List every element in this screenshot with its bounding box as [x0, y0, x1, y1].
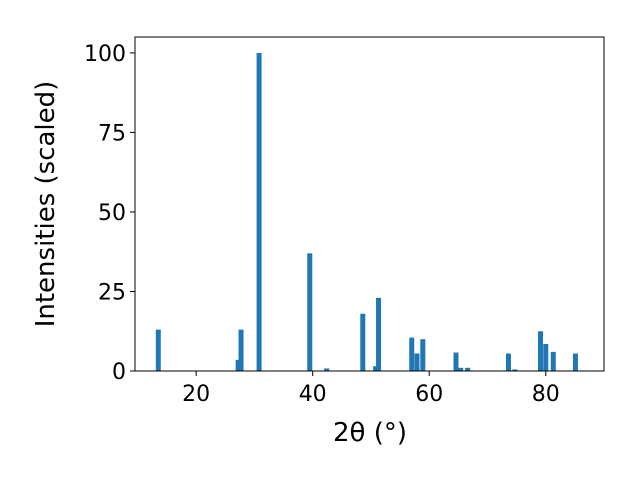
bar — [256, 52, 262, 372]
bar — [155, 329, 161, 371]
bar — [512, 369, 518, 371]
bar — [420, 339, 426, 371]
bar — [543, 343, 549, 371]
bar — [238, 329, 244, 371]
x-axis-label: 2θ (°) — [333, 418, 407, 448]
bar — [537, 331, 543, 371]
bar — [307, 253, 313, 371]
x-tick-label: 60 — [415, 382, 443, 407]
y-tick-label: 25 — [98, 280, 126, 305]
bar — [414, 353, 420, 371]
y-tick-label: 0 — [112, 360, 126, 385]
bar — [572, 353, 578, 371]
bar — [324, 368, 330, 371]
plot-frame — [134, 36, 605, 372]
bar — [465, 367, 471, 371]
bar — [360, 313, 366, 371]
bar — [505, 353, 511, 371]
bar — [550, 351, 556, 371]
bar — [376, 297, 382, 371]
bar — [458, 367, 464, 371]
bar — [409, 337, 415, 371]
bar — [373, 366, 379, 371]
bar — [235, 359, 241, 371]
y-tick-label: 100 — [84, 42, 126, 67]
y-tick-label: 75 — [98, 121, 126, 146]
x-tick-label: 80 — [532, 382, 560, 407]
bar — [453, 352, 459, 371]
x-tick-label: 40 — [299, 382, 327, 407]
x-tick-label: 20 — [182, 382, 210, 407]
y-tick-label: 50 — [98, 201, 126, 226]
y-axis-label: Intensities (scaled) — [31, 81, 61, 328]
